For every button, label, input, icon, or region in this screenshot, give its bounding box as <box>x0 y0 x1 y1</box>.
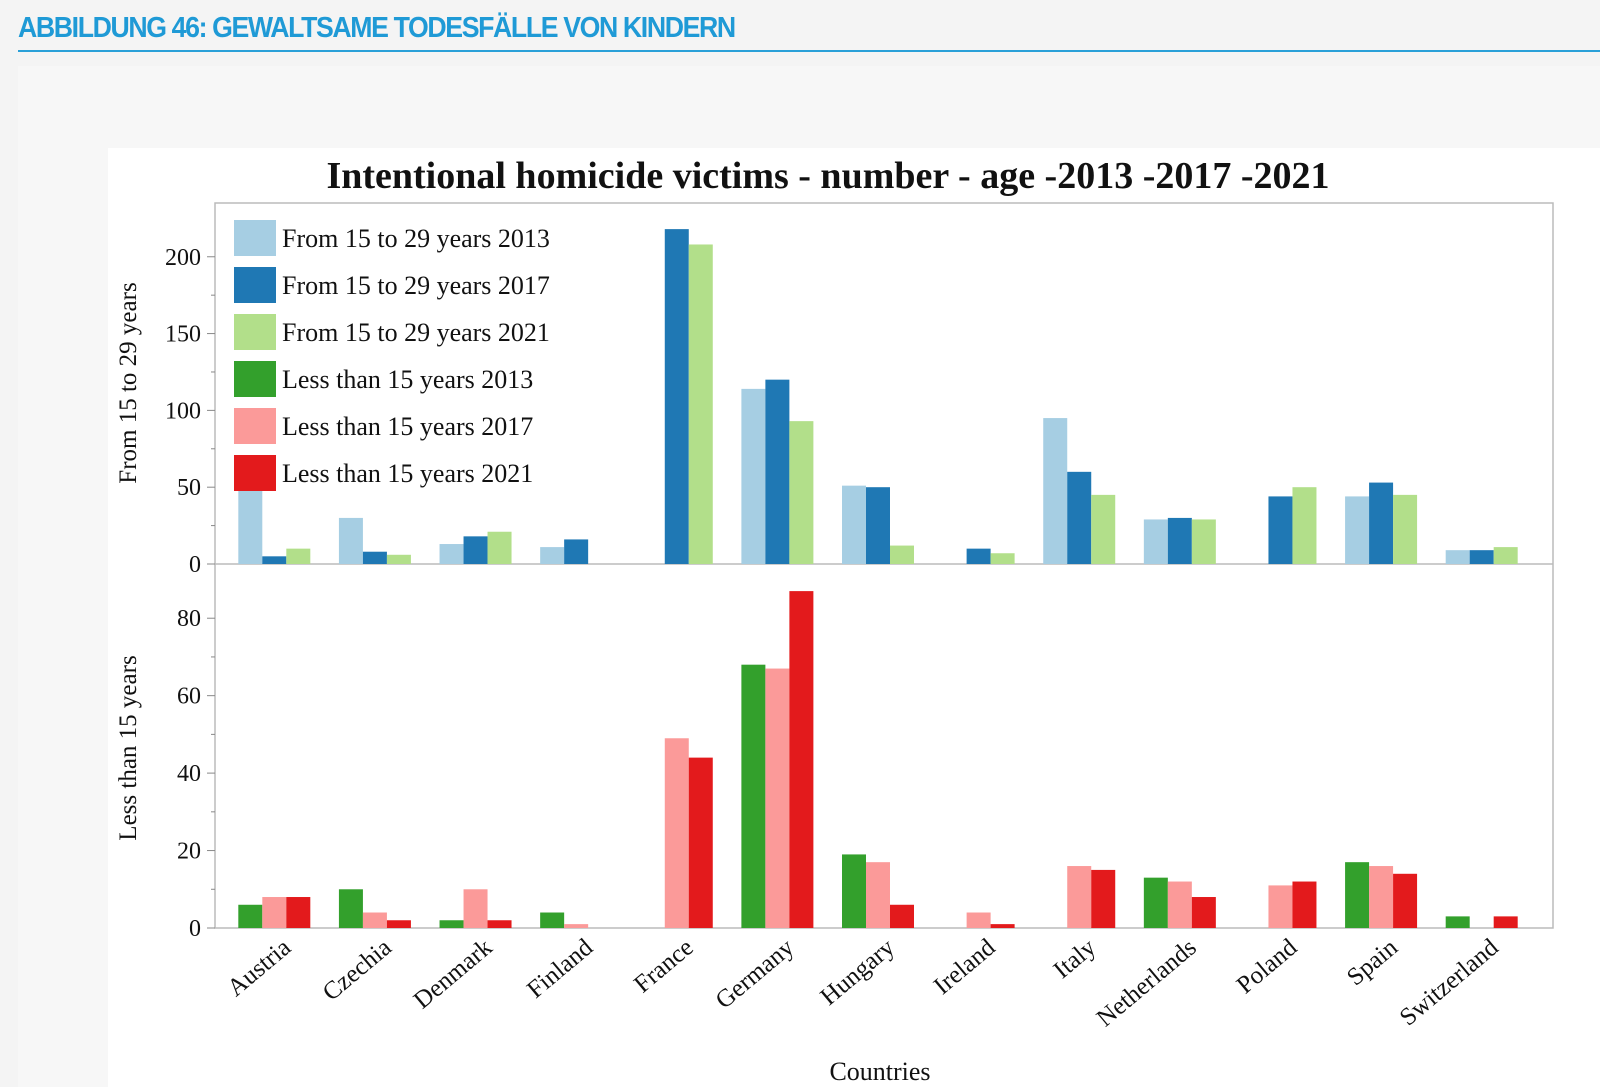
bar <box>1445 550 1470 564</box>
bar <box>463 536 488 564</box>
bar <box>238 904 263 928</box>
bar <box>1445 916 1470 928</box>
legend-swatch <box>234 455 276 491</box>
legend-label: Less than 15 years 2021 <box>282 459 533 488</box>
y-tick-label: 0 <box>189 916 201 942</box>
bar <box>688 244 713 564</box>
legend-swatch <box>234 267 276 303</box>
bar <box>540 912 565 928</box>
bar <box>1469 550 1494 564</box>
bar <box>765 668 790 928</box>
ylabel-bottom: Less than 15 years <box>115 655 142 840</box>
bar <box>990 553 1015 564</box>
bar <box>1067 866 1092 928</box>
bar <box>1345 862 1370 928</box>
legend-swatch <box>234 361 276 397</box>
bar <box>990 924 1015 928</box>
bar <box>487 531 512 564</box>
y-tick-label: 20 <box>177 839 201 865</box>
legend-swatch <box>234 220 276 256</box>
heading-rule <box>18 50 1600 52</box>
bar <box>1292 487 1317 564</box>
y-tick-label: 100 <box>165 398 201 424</box>
chart-background <box>108 148 1600 1087</box>
bar <box>1067 471 1092 564</box>
legend-label: Less than 15 years 2013 <box>282 365 533 394</box>
bar <box>1369 866 1394 928</box>
bar <box>362 551 387 564</box>
bar <box>1369 482 1394 564</box>
bar <box>664 229 689 564</box>
bar <box>262 556 287 564</box>
bar <box>338 889 363 928</box>
bar <box>262 897 287 928</box>
figure-heading: ABBILDUNG 46: GEWALTSAME TODESFÄLLE VON … <box>18 12 736 44</box>
bar <box>238 485 263 564</box>
y-tick-label: 0 <box>189 552 201 578</box>
chart-title: Intentional homicide victims - number - … <box>326 155 1329 197</box>
bar <box>664 738 689 928</box>
bar <box>1268 885 1293 928</box>
legend-swatch <box>234 408 276 444</box>
bar <box>487 920 512 928</box>
bar <box>842 485 866 564</box>
legend-swatch <box>234 314 276 350</box>
bar <box>789 421 814 564</box>
bar <box>1345 496 1370 564</box>
y-tick-label: 150 <box>165 322 201 348</box>
y-tick-label: 200 <box>165 245 201 271</box>
bar <box>741 664 766 928</box>
bar <box>386 920 411 928</box>
bar <box>1493 916 1518 928</box>
bar <box>338 517 363 564</box>
bar <box>286 548 311 564</box>
bar <box>741 388 766 564</box>
bar <box>1091 869 1116 928</box>
bar <box>765 379 790 564</box>
bar <box>1191 897 1216 928</box>
y-tick-label: 80 <box>177 606 201 632</box>
bar <box>1043 418 1068 564</box>
bar <box>866 862 890 928</box>
bar <box>540 547 565 564</box>
bar <box>866 487 890 564</box>
bar <box>564 539 589 564</box>
bar <box>966 548 991 564</box>
bar <box>1143 519 1168 564</box>
bar <box>439 920 464 928</box>
legend-label: Less than 15 years 2017 <box>282 412 533 441</box>
bar <box>463 889 488 928</box>
bar <box>966 912 991 928</box>
legend-label: From 15 to 29 years 2013 <box>282 224 550 253</box>
bar <box>789 591 814 928</box>
bar <box>1493 547 1518 564</box>
bar <box>1091 494 1116 564</box>
bar <box>1143 877 1168 928</box>
bar <box>1167 517 1192 564</box>
bar <box>890 545 914 564</box>
bar <box>386 554 411 564</box>
bar <box>362 912 387 928</box>
bar <box>1268 496 1293 564</box>
bar <box>286 897 311 928</box>
xlabel: Countries <box>829 1057 930 1086</box>
bar <box>1393 494 1418 564</box>
bar <box>1292 881 1317 928</box>
bar <box>1393 873 1418 928</box>
bar <box>1167 881 1192 928</box>
bar <box>1191 519 1216 564</box>
y-tick-label: 50 <box>177 475 201 501</box>
bar <box>842 854 866 928</box>
bar <box>890 904 914 928</box>
y-tick-label: 40 <box>177 761 201 787</box>
bar <box>688 757 713 928</box>
ylabel-top: From 15 to 29 years <box>115 282 142 483</box>
bar <box>439 544 464 564</box>
bar <box>564 924 589 928</box>
legend-label: From 15 to 29 years 2017 <box>282 271 550 300</box>
y-tick-label: 60 <box>177 684 201 710</box>
legend-label: From 15 to 29 years 2021 <box>282 318 550 347</box>
